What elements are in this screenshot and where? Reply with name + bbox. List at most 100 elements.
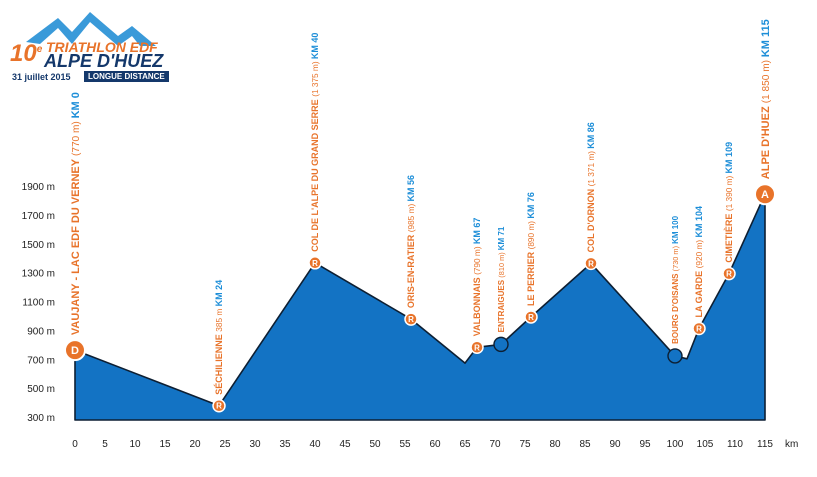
waypoint-altitude: (1 390 m): [725, 173, 734, 211]
logo-line1: TRIATHLON EDF: [46, 39, 158, 55]
x-tick-label: 15: [159, 439, 171, 450]
waypoint-label: VALBONNAIS (790 m) KM 67: [472, 218, 482, 337]
waypoint-marker-letter: R: [408, 315, 414, 324]
waypoint-altitude: (1 850 m): [761, 57, 772, 103]
x-tick-label: 60: [429, 439, 441, 450]
waypoint-km: KM 24: [214, 280, 224, 307]
waypoint-name: ENTRAIGUES: [497, 278, 506, 333]
waypoint-altitude: (920 m): [695, 238, 704, 269]
waypoint-altitude: (810 m): [497, 250, 506, 277]
x-axis: 0 5 10 15 20 25 30 35 40 45 50 55 60 65 70 75 80 85 90 95 10…: [72, 439, 773, 450]
waypoint-marker-letter: D: [71, 345, 79, 357]
x-tick-label: 115: [757, 439, 773, 450]
x-tick-label: 25: [219, 439, 231, 450]
x-tick-label: 105: [697, 439, 714, 450]
waypoint-label: LA GARDE (920 m) KM 104: [694, 206, 704, 317]
waypoint-marker: [524, 310, 538, 324]
waypoint-km: KM 71: [497, 226, 506, 250]
y-tick-label: 700 m: [27, 355, 55, 366]
waypoint-altitude: (770 m): [71, 118, 82, 156]
y-tick-label: 1500 m: [22, 240, 55, 251]
race-logo: 10e TRIATHLON EDF ALPE D'HUEZ 31 juillet…: [6, 6, 169, 86]
waypoint-marker: [692, 321, 706, 336]
waypoint-name: CIMETIÈRE: [724, 211, 734, 263]
x-tick-label: 35: [279, 439, 291, 450]
waypoint-label: LE PERRIER (890 m) KM 76: [526, 192, 536, 306]
x-tick-label: 30: [249, 439, 261, 450]
waypoint-altitude: (730 m): [671, 244, 680, 271]
waypoint-marker-letter: R: [474, 343, 480, 352]
waypoint-label: BOURG D'OISANS (730 m) KM 100: [671, 215, 680, 344]
waypoint-name: COL D'ORNON: [586, 186, 596, 252]
x-tick-label: 75: [519, 439, 531, 450]
waypoint-name: VALBONNAIS: [472, 275, 482, 336]
x-tick-label: 110: [727, 439, 743, 450]
y-tick-label: 1900 m: [22, 182, 55, 193]
x-tick-label: 100: [667, 439, 684, 450]
waypoint-marker: [493, 336, 509, 353]
waypoint-label: COL DE L'ALPE DU GRAND SERRE (1 375 m) K…: [310, 33, 320, 252]
waypoint-altitude: 385 m: [215, 306, 224, 331]
y-tick-label: 1300 m: [22, 269, 55, 280]
waypoint-marker: [212, 398, 226, 413]
waypoint-km: KM 40: [310, 33, 320, 60]
waypoint-marker: [308, 256, 322, 270]
waypoint-name: LA GARDE: [694, 268, 704, 317]
waypoint-markers: D R R R R R R R R A: [64, 183, 776, 413]
elevation-area: [74, 193, 766, 421]
y-tick-label: 300 m: [27, 413, 55, 424]
x-tick-label: 40: [309, 439, 321, 450]
waypoint-km: KM 100: [671, 215, 680, 244]
mountain-logo-icon: [26, 12, 156, 46]
waypoint-km: KM 76: [526, 192, 536, 219]
x-tick-label: 50: [369, 439, 381, 450]
x-tick-label: 85: [579, 439, 591, 450]
waypoint-marker-letter: R: [696, 324, 702, 333]
x-tick-label: 45: [339, 439, 351, 450]
waypoint-altitude: (985 m): [407, 201, 416, 232]
waypoint-name: ORIS-EN-RATIER: [406, 232, 416, 308]
y-axis: 300 m 500 m 700 m 900 m 1100 m 1300 m 1500 m 17…: [22, 182, 55, 424]
y-tick-label: 1100 m: [22, 298, 55, 309]
waypoint-km: KM 56: [406, 175, 416, 202]
waypoint-altitude: (790 m): [473, 244, 482, 275]
x-tick-label: 65: [459, 439, 471, 450]
waypoint-marker-letter: A: [761, 189, 769, 201]
waypoint-altitude: (890 m): [527, 219, 536, 250]
waypoint-marker: [584, 256, 598, 271]
x-tick-label: 5: [102, 439, 108, 450]
x-tick-label: 70: [489, 439, 501, 450]
waypoint-marker: [754, 183, 776, 206]
waypoint-altitude: (1 375 m): [311, 59, 320, 97]
waypoint-label: ENTRAIGUES (810 m) KM 71: [497, 226, 506, 332]
waypoint-marker: [64, 339, 86, 362]
x-axis-unit: km: [785, 439, 798, 450]
waypoint-name: VAUJANY - LAC EDF DU VERNEY: [70, 156, 82, 335]
waypoint-marker-letter: R: [528, 313, 534, 322]
waypoint-name: SÉCHILIENNE: [214, 332, 224, 395]
x-tick-label: 95: [639, 439, 651, 450]
logo-number: 10e: [10, 40, 43, 67]
waypoint-label: VAUJANY - LAC EDF DU VERNEY (770 m) KM 0: [70, 92, 82, 335]
waypoint-marker: [470, 340, 484, 355]
waypoint-km: KM 67: [472, 218, 482, 245]
x-tick-label: 0: [72, 439, 78, 450]
y-tick-label: 900 m: [27, 326, 55, 337]
waypoint-marker: [722, 266, 736, 281]
waypoint-km: KM 115: [760, 19, 772, 57]
waypoint-name: LE PERRIER: [526, 249, 536, 306]
waypoint-altitude: (1 371 m): [587, 149, 596, 187]
y-tick-label: 500 m: [27, 384, 55, 395]
waypoint-km: KM 104: [694, 206, 704, 238]
x-tick-label: 90: [609, 439, 621, 450]
waypoint-label: COL D'ORNON (1 371 m) KM 86: [586, 122, 596, 252]
x-tick-label: 55: [399, 439, 411, 450]
y-tick-label: 1700 m: [22, 211, 55, 222]
waypoint-marker-letter: R: [588, 259, 594, 268]
x-tick-label: 10: [129, 439, 141, 450]
waypoint-marker-letter: R: [312, 259, 318, 268]
elevation-profile: [74, 193, 766, 421]
logo-line2: ALPE D'HUEZ: [44, 51, 164, 71]
waypoint-label: SÉCHILIENNE 385 m KM 24: [214, 280, 224, 395]
